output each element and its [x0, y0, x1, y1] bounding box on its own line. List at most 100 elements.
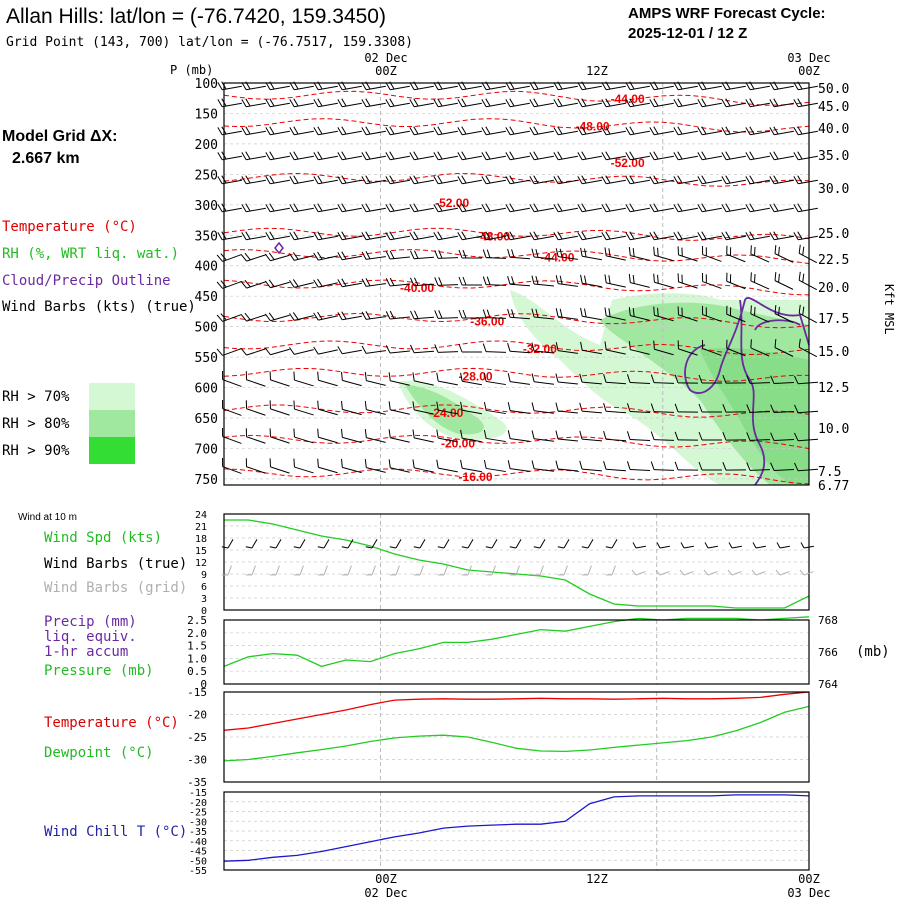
wind-barb-flag: [457, 232, 463, 240]
wind-barb-staff: [510, 85, 530, 91]
wind-barb-staff: [582, 255, 602, 261]
wind-barb-flag: [797, 231, 803, 240]
wind-barb-flag: [289, 280, 295, 288]
wind-barb-staff: [390, 316, 410, 320]
wind-barb-flag: [365, 151, 371, 160]
wind-barb-staff: [462, 380, 482, 386]
wind-barb-staff: [582, 349, 602, 355]
wind-barb-flag: [793, 152, 799, 160]
wind-barb: [265, 126, 290, 136]
grid-wind-barb: [655, 569, 670, 576]
wind-barb: [577, 98, 602, 108]
wind-barb: [222, 458, 242, 474]
wind-barb-flag: [241, 204, 247, 212]
wind-barb-flag: [653, 273, 655, 283]
wind-barb: [289, 98, 314, 108]
wind-barb-flag: [629, 203, 635, 212]
wind-barb-staff: [653, 411, 675, 413]
wind-barb-flag: [457, 99, 463, 107]
wind-barb-flag: [317, 251, 323, 260]
wind-barb-flag: [264, 313, 271, 322]
wind-barb-flag: [461, 98, 467, 107]
wind-barb-staff: [413, 316, 435, 320]
wind-barb: [436, 372, 458, 386]
wind-barb-flag: [337, 346, 343, 354]
wind-barb-flag: [649, 152, 655, 160]
wind-barb-staff: [558, 102, 578, 108]
wind-barb-flag: [581, 126, 587, 135]
wind-barb-flag: [728, 542, 733, 549]
wind-barb: [601, 98, 626, 108]
wind-barb-flag: [509, 126, 515, 135]
wind-barb-flag: [265, 152, 271, 160]
wind-barb: [341, 428, 362, 444]
wind-barb-staff: [606, 315, 626, 321]
wind-barb-flag: [529, 82, 535, 90]
wind-barb-staff: [654, 314, 674, 322]
wind-barb-flag: [385, 345, 391, 354]
wind-barb-staff: [227, 539, 234, 549]
wind-barb-flag: [389, 175, 395, 184]
wind-barb-staff: [366, 467, 386, 473]
wind-barb-staff: [774, 130, 794, 136]
wind-barb-flag: [531, 460, 535, 469]
wind-barb-flag: [337, 152, 343, 160]
wind-barb-flag: [337, 127, 343, 135]
pressure-tick-label: 100: [195, 77, 218, 92]
wind-barb: [337, 251, 362, 261]
precip-label: Precip (mm): [44, 614, 137, 630]
wind-barb: [579, 373, 603, 385]
wind-barb-staff: [510, 381, 530, 385]
wind-barb-flag: [701, 98, 707, 107]
grid-point-subtitle: Grid Point (143, 700) lat/lon = (-76.751…: [6, 35, 413, 50]
wind-barb: [457, 231, 482, 241]
wind-barb-flag: [509, 574, 517, 576]
wind-barb: [745, 231, 770, 241]
wind-barb-flag: [774, 339, 777, 348]
wind-barb-flag: [674, 374, 679, 383]
wind-barb: [293, 458, 314, 474]
grid-wind-barb: [389, 565, 400, 576]
wind-barb: [721, 151, 746, 161]
wind-barb-staff: [534, 410, 554, 414]
wind-barb-staff: [774, 179, 794, 185]
forecast-cycle-value: 2025-12-01 / 12 Z: [628, 25, 747, 42]
wind-barb-flag: [364, 401, 367, 410]
wind-barb: [313, 126, 338, 136]
y-tick-label: -30: [187, 754, 207, 767]
wind-barb: [769, 231, 794, 241]
wind-barb-flag: [433, 204, 439, 212]
wind-barb-flag: [557, 175, 563, 184]
wind-barb-flag: [292, 312, 299, 320]
wind-barb: [313, 98, 338, 108]
wind-barb: [745, 151, 770, 161]
wind-barb-flag: [482, 343, 487, 352]
wind-barb-staff: [750, 235, 770, 241]
wind-barb: [241, 126, 266, 136]
wind-barb-flag: [681, 307, 683, 317]
wind-barb-staff: [462, 467, 482, 473]
wind-barb-flag: [721, 176, 727, 184]
wind-barb-flag: [579, 402, 583, 412]
wind-barb-staff: [702, 348, 722, 356]
wind-barb-flag: [608, 275, 611, 284]
wind-barb: [507, 308, 531, 320]
wind-barb: [458, 276, 482, 286]
wind-barb-staff: [773, 438, 795, 442]
y2-tick-label: 766: [818, 646, 838, 659]
grid-wind-barb: [365, 565, 376, 576]
rh-legend-label: RH > 70%: [2, 389, 70, 405]
grid-wind-barb: [775, 569, 790, 576]
wind-barb-staff: [395, 565, 400, 576]
wind-barb-flag: [605, 151, 611, 160]
wind-barb: [409, 231, 434, 241]
wind-barb-staff: [246, 314, 266, 322]
wind-barb-flag: [798, 338, 801, 348]
wind-barb: [698, 461, 722, 471]
wind-barb-flag: [436, 459, 439, 469]
wind-barb-staff: [510, 410, 530, 414]
wind-barb-flag: [361, 127, 367, 135]
wind-barb: [577, 126, 602, 136]
y-tick-label: -25: [187, 731, 207, 744]
wind-barb: [601, 175, 626, 185]
